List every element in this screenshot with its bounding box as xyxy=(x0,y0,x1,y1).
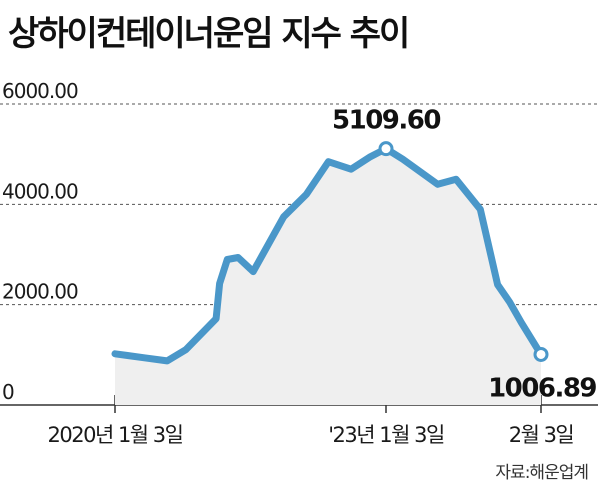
y-tick-label: 0 xyxy=(2,380,14,404)
markers xyxy=(378,141,549,362)
source-note: 자료:해운업계 xyxy=(495,463,589,483)
last-value-label: 1006.89 xyxy=(488,373,596,403)
x-tick-label: 2020년 1월 3일 xyxy=(48,423,183,447)
x-tick-label: '23년 1월 3일 xyxy=(328,423,444,447)
x-tick-label: 2월 3일 xyxy=(509,423,574,447)
series-line-path xyxy=(111,145,545,365)
y-tick-label: 6000.00 xyxy=(2,79,78,103)
peak-value-label: 5109.60 xyxy=(332,106,440,136)
y-tick-label: 2000.00 xyxy=(2,280,78,304)
y-tick-label: 4000.00 xyxy=(2,179,78,203)
last-value-marker xyxy=(533,346,549,362)
peak-marker xyxy=(378,141,394,157)
area-fill-shape xyxy=(115,148,541,405)
series-line xyxy=(111,145,545,365)
area-fill xyxy=(115,148,541,405)
chart-title: 상하이컨테이너운임 지수 추이 xyxy=(8,14,410,54)
labels: 0 2000.00 4000.00 6000.00 2020년 1월 3일 '23년 1월… xyxy=(2,79,598,447)
